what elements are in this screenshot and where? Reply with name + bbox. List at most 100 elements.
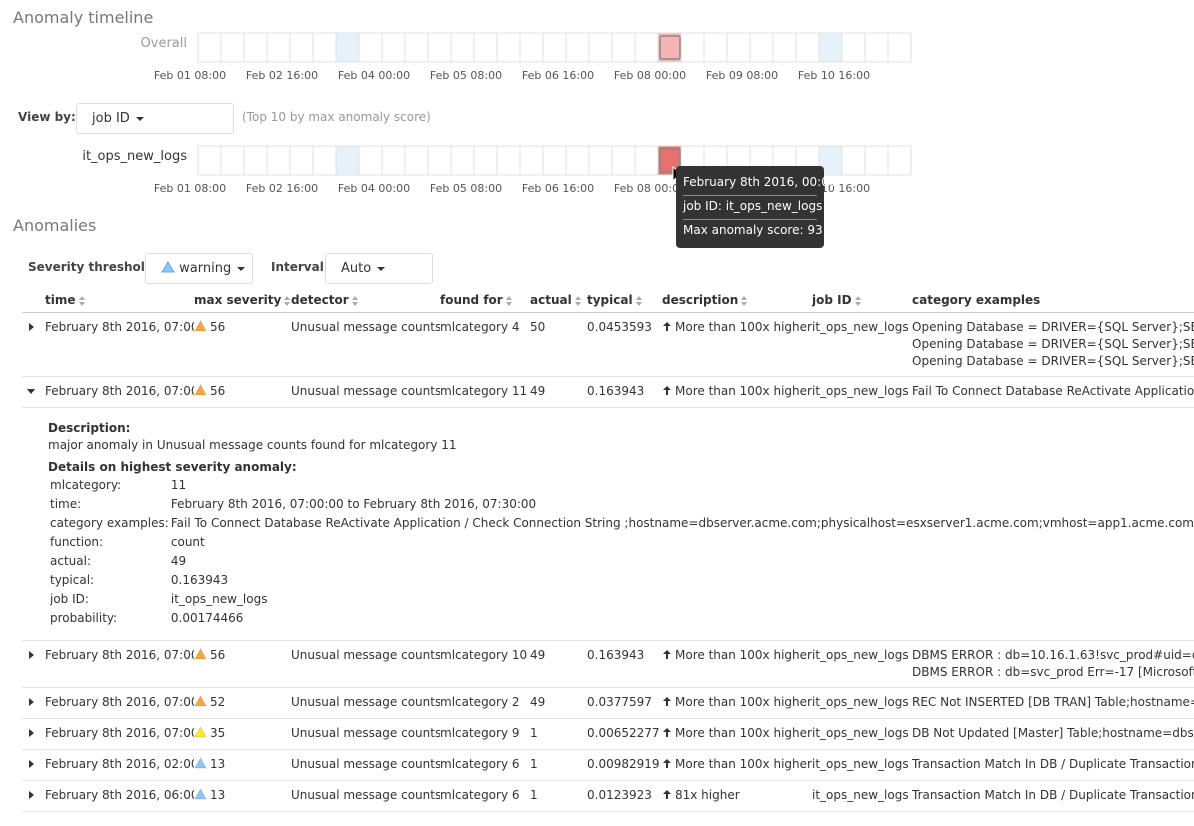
- toggle-cell: [22, 376, 45, 408]
- detail-table: mlcategory: 11 time: February 8th 2016, 07:…: [50, 476, 1194, 628]
- swimlane-cell: [381, 32, 406, 63]
- job-id-cell: it_ops_new_logs: [812, 376, 912, 408]
- time-label: Feb 02 16:00: [246, 69, 318, 82]
- severity-icon: [194, 647, 207, 660]
- field-label: time:: [50, 497, 82, 511]
- sort-icon: [635, 295, 642, 306]
- up-arrow: [663, 759, 671, 768]
- swimlane-label: it_ops_new_logs: [82, 149, 187, 164]
- severity-value: 56: [210, 384, 226, 398]
- up-arrow: [663, 728, 671, 737]
- detector-cell: Unusual message counts: [291, 718, 440, 750]
- category-example: Fail To Connect Database ReActivate Appl…: [912, 384, 1194, 398]
- expand-toggle[interactable]: [26, 650, 36, 660]
- swimlane-cell: [358, 145, 383, 176]
- swimlane-cell: [312, 32, 337, 63]
- detail-description: major anomaly in Unusual message counts …: [48, 438, 457, 452]
- severity-icon: [194, 756, 207, 769]
- job-id-cell: it_ops_new_logs: [812, 640, 912, 688]
- sort-icon: [78, 295, 85, 306]
- column-title: typical: [587, 293, 633, 307]
- category-example: Transaction Match In DB / Duplicate Tran…: [912, 788, 1194, 802]
- swimlane-cell: [243, 145, 268, 176]
- anomaly-row: February 8th 2016, 07:00 35 Unusual messag…: [22, 718, 1194, 750]
- actual-cell: 50: [530, 312, 587, 377]
- swimlane-cell: [220, 145, 245, 176]
- typical-cell: 0.0453593: [587, 312, 662, 377]
- found-for-cell: mlcategory 6: [440, 749, 530, 781]
- anomalies-title: Anomalies: [13, 216, 97, 235]
- severity-cell: 56: [194, 312, 291, 377]
- severity-icon: [194, 383, 207, 396]
- triangle: [194, 787, 207, 800]
- category-example: Opening Database = DRIVER={SQL Server};S…: [912, 320, 1194, 334]
- swimlane-cell: [703, 32, 728, 63]
- swimlane-cell: [887, 32, 912, 63]
- column-header: found for: [440, 290, 530, 313]
- toggle-header: [22, 290, 45, 313]
- overall-label: Overall: [140, 36, 187, 51]
- column-title: actual: [530, 293, 572, 307]
- expand-toggle[interactable]: [26, 790, 36, 800]
- severity-cell: 35: [194, 718, 291, 750]
- column-title: job ID: [812, 293, 852, 307]
- time-label: Feb 09 08:00: [706, 69, 778, 82]
- time-cell: February 8th 2016, 02:00: [45, 749, 194, 781]
- detector-cell: Unusual message counts: [291, 780, 440, 812]
- expand-toggle[interactable]: [26, 386, 36, 396]
- description-cell: More than 100x higher: [662, 749, 812, 781]
- detector-cell: Unusual message counts: [291, 640, 440, 688]
- expand-toggle[interactable]: [26, 322, 36, 332]
- severity-cell: 56: [194, 640, 291, 688]
- sort-arrows: [574, 295, 581, 306]
- detail-heading: Details on highest severity anomaly:: [48, 460, 297, 474]
- swimlane-cell: [565, 32, 590, 63]
- swimlane-cell: [266, 145, 291, 176]
- view-by-select[interactable]: job ID: [76, 103, 234, 134]
- anomaly-row: February 8th 2016, 02:00 13 Unusual messag…: [22, 749, 1194, 781]
- typical-cell: 0.163943: [587, 640, 662, 688]
- triangle: [194, 319, 207, 332]
- tooltip-score: Max anomaly score: 93: [683, 223, 823, 237]
- field-label: job ID:: [50, 592, 89, 606]
- swimlane-cell: [243, 32, 268, 63]
- expand-toggle[interactable]: [26, 759, 36, 769]
- swimlane-cell: [427, 145, 452, 176]
- description-text: More than 100x higher: [675, 320, 812, 334]
- swimlane-cell: [358, 32, 383, 63]
- time-label: Feb 05 08:00: [430, 69, 502, 82]
- swimlane-cell: [519, 32, 544, 63]
- category-cell: DB Not Updated [Master] Table;hostname=d…: [912, 718, 1194, 750]
- interval-select[interactable]: Auto: [325, 253, 433, 284]
- sort-icon: [741, 295, 748, 306]
- sort-arrows: [351, 295, 358, 306]
- swimlane-cell: [611, 32, 636, 63]
- column-header: detector: [291, 290, 440, 313]
- detail-row: Description: major anomaly in Unusual mes…: [22, 407, 1194, 641]
- field-value: February 8th 2016, 07:00:00 to February …: [170, 497, 537, 511]
- swimlanes: Feb 01 08:00 Feb 02 16:00 Feb 04 00:00 Feb …: [154, 32, 912, 195]
- swimlane-cell: [542, 145, 567, 176]
- expand-toggle[interactable]: [26, 697, 36, 707]
- severity-select[interactable]: warning: [145, 253, 253, 284]
- category-cell: Transaction Match In DB / Duplicate Tran…: [912, 780, 1194, 812]
- interval-value: Auto: [341, 261, 372, 276]
- severity-value: 56: [210, 320, 226, 334]
- detail-field: time: February 8th 2016, 07:00:00 to Febr…: [50, 495, 1194, 514]
- caret: [29, 760, 34, 768]
- caret: [27, 389, 35, 394]
- category-example: DBMS ERROR : db=svc_prod Err=-17 [Micros…: [912, 665, 1194, 679]
- toggle-cell: [22, 718, 45, 750]
- swimlane-cell: [772, 32, 797, 63]
- typical-cell: 0.0123923: [587, 780, 662, 812]
- arrow: [663, 759, 671, 768]
- triangle: [194, 756, 207, 769]
- column-header: job ID: [812, 290, 912, 313]
- expand-toggle[interactable]: [26, 728, 36, 738]
- field-label: actual:: [50, 554, 91, 568]
- severity-cell: 52: [194, 687, 291, 719]
- tooltip: February 8th 2016, 00:00 job ID: it_ops_…: [676, 166, 837, 248]
- category-example: Opening Database = DRIVER={SQL Server};S…: [912, 354, 1194, 368]
- time-label: Feb 06 16:00: [522, 182, 594, 195]
- detail: Description: major anomaly in Unusual mes…: [22, 407, 1194, 641]
